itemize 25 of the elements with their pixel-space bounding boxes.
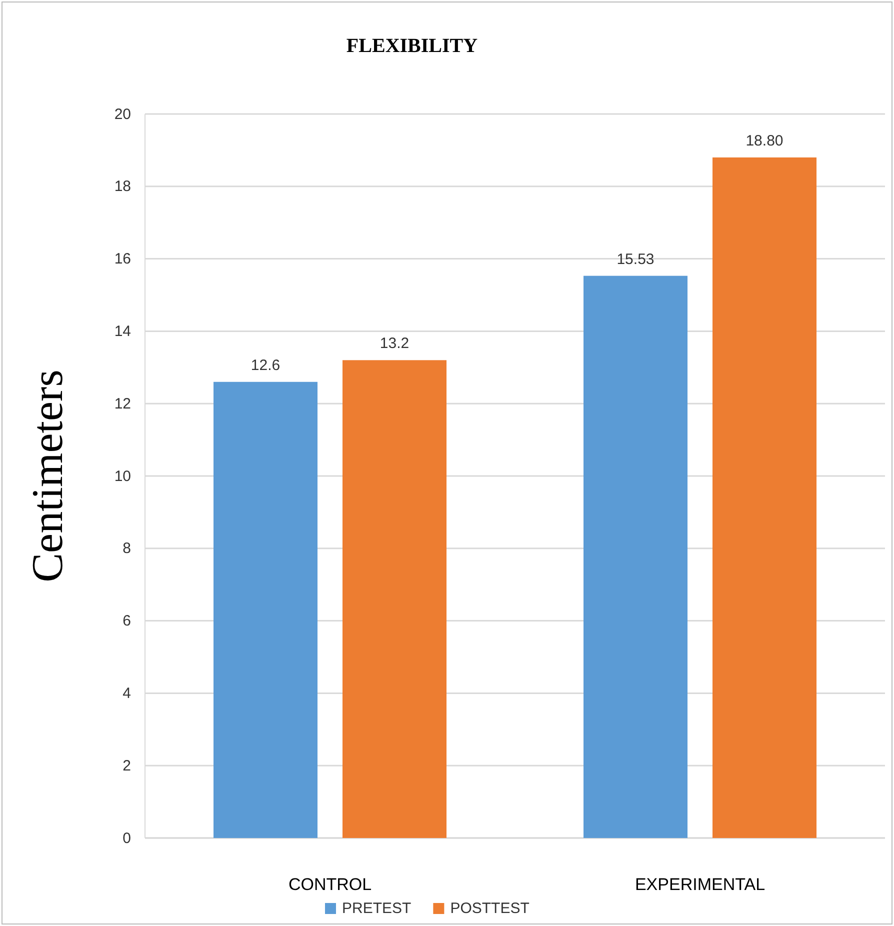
y-tick-label: 0 [122, 830, 131, 847]
y-tick-label: 2 [122, 757, 131, 774]
y-tick-label: 6 [122, 612, 131, 630]
x-tick-label: EXPERIMENTAL [634, 875, 766, 894]
x-tick-label: CONTROL [288, 875, 372, 894]
y-tick-label: 14 [114, 323, 131, 340]
bar [214, 382, 318, 838]
y-tick-label: 20 [114, 106, 131, 123]
bar [342, 360, 446, 838]
y-tick-label: 12 [114, 395, 131, 412]
data-label: 12.6 [250, 356, 280, 374]
legend-label: POSTTEST [450, 900, 530, 917]
data-label: 15.53 [616, 250, 654, 268]
y-tick-label: 4 [122, 685, 131, 702]
data-label: 13.2 [380, 335, 410, 352]
bar [712, 157, 816, 838]
y-tick-label: 16 [114, 250, 131, 268]
data-label: 18.80 [746, 132, 784, 150]
bar [584, 276, 688, 838]
y-axis-title: Centimeters [23, 370, 72, 582]
y-tick-label: 10 [114, 468, 131, 485]
y-tick-label: 8 [122, 540, 131, 558]
y-tick-label: 18 [114, 178, 131, 196]
chart-title: FLEXIBILITY [346, 35, 478, 57]
legend-label: PRETEST [342, 900, 412, 917]
